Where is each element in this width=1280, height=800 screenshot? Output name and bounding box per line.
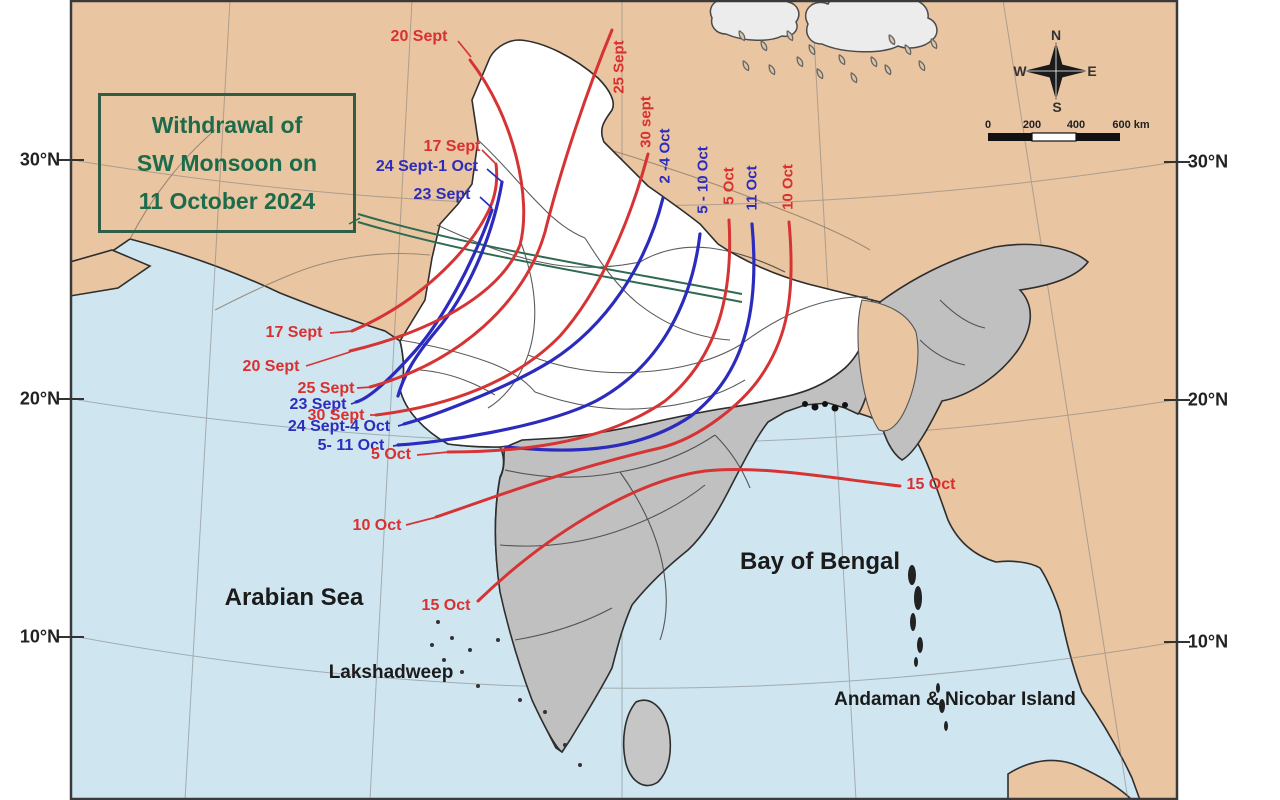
sri-lanka	[622, 699, 672, 787]
map-title-box: Withdrawal of SW Monsoon on 11 October 2…	[98, 93, 356, 233]
isochrones-actual	[348, 28, 902, 603]
peninsula	[70, 249, 152, 297]
svg-text:400: 400	[1067, 119, 1085, 131]
scale-bar: 0 200 400 600 km	[985, 119, 1150, 142]
country-borders	[129, 129, 871, 311]
state-borders	[399, 139, 986, 641]
normal-23sep	[354, 208, 494, 404]
svg-text:600 km: 600 km	[1112, 119, 1150, 131]
normal-5-10oct	[396, 232, 702, 447]
actual-20sep	[348, 58, 526, 353]
normal-2-4oct	[402, 196, 665, 426]
rain-cloud-icon	[709, 0, 939, 85]
actual-15oct	[476, 467, 902, 603]
actual-10oct	[434, 220, 793, 519]
leader-lines	[305, 40, 502, 526]
svg-text:200: 200	[1023, 119, 1041, 131]
compass-w: W	[1013, 63, 1027, 79]
compass-e: E	[1087, 63, 1096, 79]
svg-text:0: 0	[985, 119, 991, 131]
normal-11oct	[504, 222, 756, 452]
actual-30sep	[374, 152, 650, 417]
andaman-nicobar-islands	[908, 565, 948, 731]
normal-24sep-1oct	[396, 180, 504, 398]
map-title-line1: Withdrawal of	[151, 112, 303, 138]
compass-n: N	[1051, 27, 1061, 43]
actual-17sep	[350, 162, 499, 333]
isochrones-normal	[354, 180, 756, 452]
compass-rose-icon: N S W E	[1013, 27, 1096, 115]
actual-25sep	[368, 28, 614, 389]
lakshadweep-islands	[430, 620, 582, 767]
india-withdrawn	[399, 39, 873, 448]
map-title-line2: SW Monsoon on	[136, 150, 318, 176]
bangladesh	[857, 299, 919, 432]
map-title-line3: 11 October 2024	[138, 188, 316, 214]
actual-5oct	[446, 218, 732, 454]
sundarbans-delta	[802, 401, 848, 412]
compass-s: S	[1052, 99, 1061, 115]
